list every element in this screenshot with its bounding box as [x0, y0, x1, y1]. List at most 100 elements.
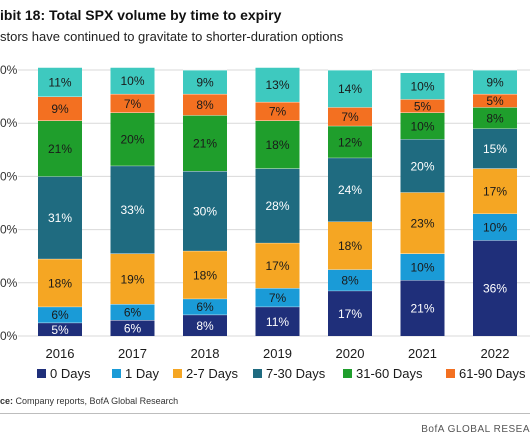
data-label: 9% — [486, 75, 504, 89]
legend-label: 2-7 Days — [186, 366, 239, 381]
legend-label: 31-60 Days — [356, 366, 423, 381]
footer-brand: BofA GLOBAL RESEA — [421, 424, 530, 435]
data-label: 6% — [51, 308, 69, 322]
data-label: 15% — [483, 142, 507, 156]
bar-segment — [183, 314, 227, 336]
legend-label: 1 Day — [125, 366, 159, 381]
data-label: 10% — [410, 119, 434, 133]
data-label: 7% — [269, 105, 287, 119]
bar-segment — [38, 258, 82, 307]
data-label: 31% — [48, 211, 72, 225]
bar-segment — [473, 70, 517, 94]
source-label: ce: — [0, 396, 14, 406]
bar-segment — [473, 240, 517, 336]
chart-subtitle: stors have continued to gravitate to sho… — [0, 29, 344, 44]
data-label: 17% — [338, 307, 362, 321]
legend-label: 0 Days — [50, 366, 91, 381]
bar-segment — [328, 269, 372, 291]
bar-segment — [328, 290, 372, 336]
bar-segment — [328, 107, 372, 126]
bar-segment — [183, 70, 227, 94]
data-label: 23% — [410, 216, 434, 230]
legend-label: 7-30 Days — [266, 366, 326, 381]
data-label: 21% — [193, 137, 217, 151]
bar-segment — [255, 242, 300, 289]
x-tick-label: 2020 — [336, 346, 365, 361]
data-label: 7% — [341, 110, 359, 124]
data-label: 10% — [410, 79, 434, 93]
data-label: 30% — [193, 204, 217, 218]
data-label: 19% — [120, 272, 144, 286]
data-label: 17% — [483, 185, 507, 199]
bar-segment — [400, 72, 445, 100]
bar-segment — [110, 253, 155, 305]
data-label: 18% — [265, 138, 289, 152]
data-label: 11% — [266, 315, 289, 329]
data-label: 18% — [193, 268, 217, 282]
legend-swatch — [37, 369, 46, 378]
bar-segment — [473, 128, 517, 169]
data-label: 17% — [265, 259, 289, 273]
bar-segment — [110, 304, 155, 321]
bar-segment — [255, 67, 300, 102]
bar-segment — [400, 280, 445, 336]
legend-swatch — [173, 369, 182, 378]
data-label: 5% — [51, 323, 69, 337]
data-label: 13% — [265, 78, 289, 92]
y-tick-label: 0% — [0, 63, 18, 77]
bar-segment — [328, 157, 372, 222]
data-label: 6% — [124, 322, 142, 336]
y-tick-label: 0% — [0, 276, 18, 290]
bar-segment — [328, 125, 372, 158]
x-tick-label: 2016 — [46, 346, 75, 361]
data-label: 18% — [48, 276, 72, 290]
bar-segment — [473, 213, 517, 241]
legend-swatch — [112, 369, 121, 378]
data-label: 7% — [269, 291, 287, 305]
data-label: 21% — [410, 302, 434, 316]
data-label: 33% — [120, 203, 144, 217]
bar-segment — [183, 298, 227, 315]
bar-segment — [183, 171, 227, 251]
data-label: 5% — [486, 94, 504, 108]
x-tick-label: 2018 — [191, 346, 220, 361]
x-tick-label: 2022 — [481, 346, 510, 361]
bar-segment — [255, 168, 300, 243]
bar-segment — [38, 306, 82, 323]
data-label: 6% — [196, 300, 214, 314]
bar-segment — [38, 120, 82, 177]
data-label: 10% — [483, 220, 507, 234]
x-tick-label: 2019 — [263, 346, 292, 361]
bar-segment — [183, 115, 227, 172]
bar-segment — [183, 250, 227, 299]
stacked-bar-chart: 0%0%0%0%0%0%5%6%18%31%21%9%11%20166%6%19… — [0, 63, 530, 381]
data-label: 5% — [414, 99, 432, 113]
bar-segment — [473, 107, 517, 129]
bar-segment — [473, 93, 517, 108]
data-label: 10% — [120, 74, 144, 88]
legend-swatch — [253, 369, 262, 378]
bar-segment — [255, 120, 300, 169]
data-label: 10% — [410, 260, 434, 274]
data-label: 9% — [51, 102, 69, 116]
data-label: 24% — [338, 183, 362, 197]
bar-segment — [110, 67, 155, 94]
bar-segment — [110, 320, 155, 336]
bar-segment — [400, 139, 445, 193]
bar-segment — [38, 322, 82, 336]
source-text: Company reports, BofA Global Research — [15, 396, 179, 406]
y-tick-label: 0% — [0, 169, 18, 183]
bar-segment — [38, 96, 82, 121]
bar-segment — [110, 93, 155, 113]
y-tick-label: 0% — [0, 329, 18, 343]
data-label: 21% — [48, 142, 72, 156]
bar-segment — [400, 192, 445, 254]
data-label: 20% — [120, 133, 144, 147]
bar-segment — [328, 221, 372, 270]
chart-title: ibit 18: Total SPX volume by time to exp… — [0, 7, 282, 23]
data-label: 12% — [338, 135, 362, 149]
y-tick-label: 0% — [0, 223, 18, 237]
data-label: 11% — [48, 75, 71, 89]
legend-label: 61-90 Days — [459, 366, 526, 381]
bar-segment — [328, 70, 372, 108]
